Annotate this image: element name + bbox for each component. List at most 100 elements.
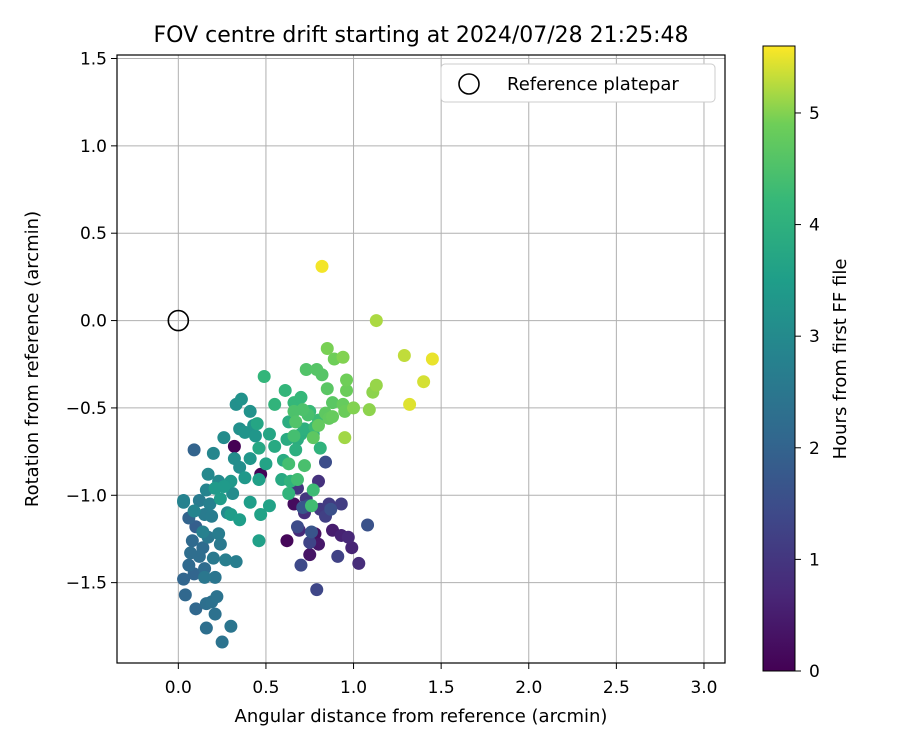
data-point [417, 375, 431, 389]
colorbar-tick-label: 4 [809, 216, 820, 236]
x-axis: 0.0 0.5 1.0 1.5 2.0 2.5 3.0 [165, 663, 717, 698]
data-point [315, 259, 329, 273]
colorbar: 0 1 2 3 4 5 Hours from first FF file [762, 45, 851, 682]
data-point [227, 439, 241, 453]
data-point [326, 410, 340, 424]
data-point [210, 590, 224, 604]
x-axis-label: Angular distance from reference (arcmin) [235, 706, 608, 727]
data-point [213, 537, 227, 551]
data-point [320, 382, 334, 396]
data-point [313, 441, 327, 455]
data-point [282, 457, 296, 471]
x-tick-label: 1.0 [340, 678, 367, 698]
data-point [187, 504, 201, 518]
data-point [311, 418, 325, 432]
y-tick-label: 1.5 [80, 49, 107, 69]
data-point [234, 392, 248, 406]
grid-lines [117, 55, 725, 663]
data-point [243, 495, 257, 509]
data-point [306, 483, 320, 497]
data-point [196, 525, 210, 539]
legend: Reference platepar [440, 63, 716, 103]
data-point [184, 546, 198, 560]
y-tick-label: 0.5 [80, 224, 107, 244]
data-point [310, 583, 324, 597]
data-point [243, 452, 257, 466]
data-point [334, 497, 348, 511]
data-point [347, 401, 361, 415]
data-point [403, 397, 417, 411]
data-point [262, 499, 276, 513]
data-point [304, 499, 318, 513]
data-point [336, 350, 350, 364]
data-point [289, 415, 303, 429]
data-point [212, 527, 226, 541]
data-point [324, 502, 338, 516]
data-point [320, 342, 334, 356]
data-point [425, 352, 439, 366]
data-point [199, 621, 213, 635]
data-point [252, 473, 266, 487]
colorbar-gradient [762, 45, 796, 672]
data-point [303, 548, 317, 562]
x-tick-label: 1.5 [428, 678, 455, 698]
y-tick-label: 0.0 [80, 312, 107, 332]
data-point [224, 619, 238, 633]
x-tick-label: 3.0 [690, 678, 717, 698]
data-point [326, 396, 340, 410]
data-point [178, 588, 192, 602]
y-tick-label: −1.0 [66, 486, 107, 506]
legend-marker-icon [458, 73, 480, 95]
data-point [217, 431, 231, 445]
data-point [282, 487, 296, 501]
data-point [233, 513, 247, 527]
data-point [280, 534, 294, 548]
data-point [294, 390, 308, 404]
data-point [226, 487, 240, 501]
data-point [177, 494, 191, 508]
data-point [248, 429, 262, 443]
data-point [361, 518, 375, 532]
data-point [362, 403, 376, 417]
data-point [203, 497, 217, 511]
y-axis: −1.5 −1.0 −0.5 0.0 0.5 1.0 1.5 [66, 49, 117, 594]
colorbar-tick-label: 2 [809, 439, 820, 459]
data-point [250, 417, 264, 431]
data-point [315, 368, 329, 382]
x-tick-label: 0.0 [165, 678, 192, 698]
data-point [306, 431, 320, 445]
data-point [299, 362, 313, 376]
data-point [341, 530, 355, 544]
data-point [229, 555, 243, 569]
data-point [185, 534, 199, 548]
data-point [238, 471, 252, 485]
colorbar-tick-label: 0 [809, 662, 820, 682]
data-point [198, 570, 212, 584]
data-point [252, 534, 266, 548]
data-point [340, 383, 354, 397]
data-point [319, 455, 333, 469]
legend-label: Reference platepar [507, 74, 679, 95]
plot-frame [116, 54, 726, 664]
data-point [262, 427, 276, 441]
data-point [189, 602, 203, 616]
data-point [397, 349, 411, 363]
data-point [201, 467, 215, 481]
data-point [177, 572, 191, 586]
data-point [182, 558, 196, 572]
data-point [287, 429, 301, 443]
data-point [331, 549, 345, 563]
data-point [238, 425, 252, 439]
y-tick-label: −1.5 [66, 574, 107, 594]
data-point [338, 431, 352, 445]
data-point [268, 439, 282, 453]
data-point [259, 457, 273, 471]
data-point [289, 443, 303, 457]
x-tick-label: 2.5 [603, 678, 630, 698]
colorbar-tick-label: 5 [809, 104, 820, 124]
data-point [352, 556, 366, 570]
data-point [215, 635, 229, 649]
data-point [287, 404, 301, 418]
y-tick-label: 1.0 [80, 137, 107, 157]
